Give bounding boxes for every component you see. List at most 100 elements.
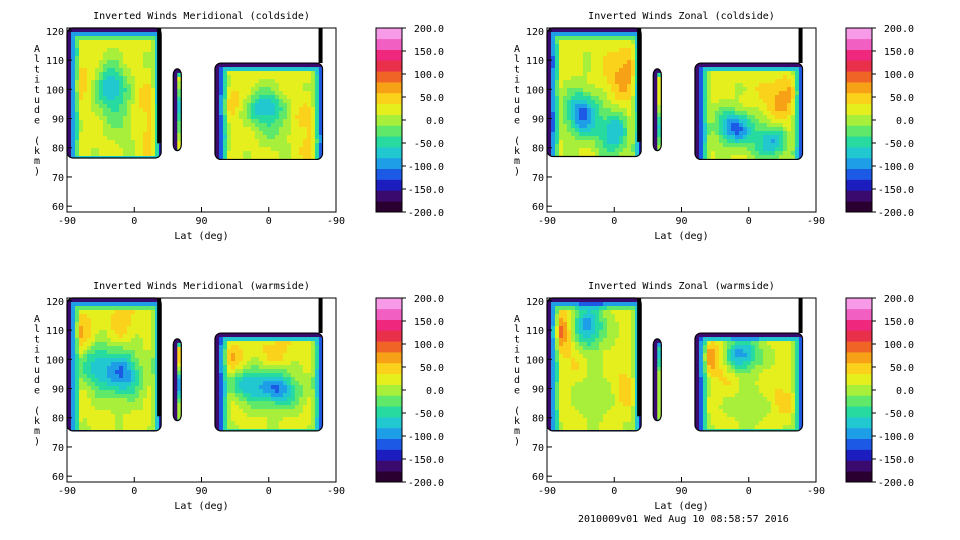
x-tick-label: 90 [195,216,207,227]
contour-region [694,63,803,160]
colorbar-swatch [376,114,402,126]
x-tick-label: 0 [611,486,617,497]
y-tick-label: 110 [526,326,544,337]
colorbar-swatch [846,49,872,61]
colorbar-tick-label: 50.0 [420,363,444,374]
colorbar-tick-label: 100.0 [884,340,914,351]
colorbar-swatch [846,38,872,50]
x-axis-label: Lat (deg) [174,231,228,242]
colorbar-swatch [846,449,872,461]
y-tick-label: 70 [52,173,64,184]
x-tick-label: -90 [58,216,76,227]
y-tick-label: 90 [532,385,544,396]
contour-outline [214,332,324,432]
x-tick-label: -90 [538,216,556,227]
colorbar-swatch [376,298,402,310]
colorbar-swatch [376,449,402,461]
colorbar-swatch [846,319,872,331]
y-tick-label: 100 [526,355,544,366]
colorbar-swatch [846,103,872,115]
colorbar-swatch [376,60,402,72]
x-tick-label: 90 [195,486,207,497]
colorbar-tick-label: 150.0 [884,317,914,328]
contour-outline [172,68,182,152]
y-tick-label: 70 [52,443,64,454]
colorbar-swatch [846,384,872,396]
colorbar-tick-label: 0.0 [896,386,914,397]
x-tick-label: 0 [131,486,137,497]
colorbar-swatch [376,384,402,396]
x-tick-label: -90 [327,216,345,227]
colorbar-tick-label: -100.0 [408,162,444,173]
x-tick-label: 0 [746,486,752,497]
colorbar-tick-label: -100.0 [878,162,914,173]
x-axis-label: Lat (deg) [174,501,228,512]
colorbar-tick-label: 150.0 [414,317,444,328]
x-tick-label: -90 [807,486,825,497]
y-tick-label: 60 [52,202,64,213]
colorbar-swatch [376,201,402,213]
colorbar-swatch [846,406,872,418]
colorbar-swatch [376,352,402,364]
y-tick-label: 70 [532,443,544,454]
y-tick-label: 90 [52,115,64,126]
colorbar-tick-label: 50.0 [890,93,914,104]
colorbar-swatch [846,82,872,94]
colorbar-swatch [846,417,872,429]
colorbar-swatch [846,341,872,353]
colorbar-tick-label: 150.0 [884,47,914,58]
footer-timestamp: 2010009v01 Wed Aug 10 08:58:57 2016 [578,514,789,525]
colorbar-tick-label: 200.0 [884,294,914,305]
y-tick-label: 90 [52,385,64,396]
contour-region [67,28,162,158]
y-tick-label: 120 [46,27,64,38]
colorbar-tick-label: -150.0 [878,455,914,466]
x-axis-label: Lat (deg) [654,501,708,512]
colorbar-tick-label: -200.0 [878,208,914,219]
colorbar-swatch [846,114,872,126]
colorbar-swatch [376,406,402,418]
contour-outline [694,332,804,432]
colorbar-tick-label: -50.0 [414,139,444,150]
contour-outline [652,338,662,422]
y-tick-label: 100 [46,85,64,96]
contour-region [67,298,162,431]
contour-outline [172,338,182,422]
chart-title: Inverted Winds Meridional (warmside) [93,281,310,292]
data-gap-bar [157,298,162,417]
y-tick-label: 60 [52,472,64,483]
colorbar-swatch [846,438,872,450]
x-tick-label: 90 [675,216,687,227]
contour-region [653,68,662,151]
chart-panel: Inverted Winds Meridional (coldside) -90 0… [34,11,444,242]
x-tick-label: 0 [266,216,272,227]
colorbar-swatch [846,125,872,137]
colorbar-swatch [376,125,402,137]
x-tick-label: 90 [675,486,687,497]
contour-region [214,333,323,431]
colorbar-swatch [376,373,402,385]
contour-region [694,333,803,431]
contour-region [653,338,662,421]
y-tick-label: 80 [52,144,64,155]
x-tick-label: 0 [131,216,137,227]
colorbar-swatch [846,71,872,83]
colorbar-tick-label: 0.0 [426,116,444,127]
colorbar-swatch [376,427,402,440]
y-tick-label: 80 [52,414,64,425]
colorbar-swatch [846,298,872,310]
contour-region [547,298,642,431]
colorbar-tick-label: -50.0 [884,139,914,150]
contour-region [173,338,182,421]
colorbar-tick-label: -50.0 [414,409,444,420]
data-gap-bar [157,28,162,144]
colorbar-tick-label: -150.0 [408,455,444,466]
contour-region [214,63,323,160]
colorbar-swatch [376,395,402,407]
colorbar-swatch [376,136,402,148]
colorbar-tick-label: -200.0 [878,478,914,489]
colorbar-tick-label: 50.0 [890,363,914,374]
colorbar-swatch [376,103,402,115]
x-tick-label: -90 [327,486,345,497]
